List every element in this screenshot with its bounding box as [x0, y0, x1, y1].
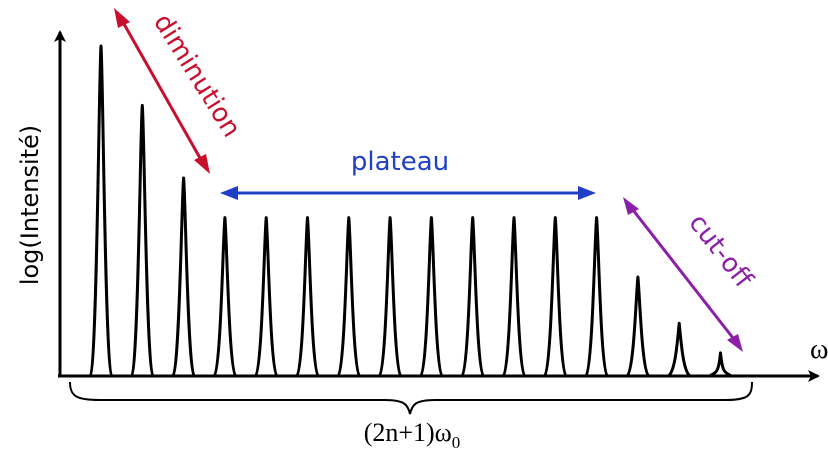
diminution-arrow	[114, 8, 210, 174]
cutoff-arrow	[623, 197, 743, 352]
y-axis-label: log(Intensité)	[16, 125, 44, 285]
bracket-label-main: (2n+1)ω	[364, 418, 452, 447]
harmonic-peaks	[62, 44, 760, 378]
bracket-brace	[69, 381, 753, 415]
bracket-label-subscript: 0	[452, 433, 461, 451]
bracket-label: (2n+1)ω0	[364, 418, 461, 451]
x-axis-symbol: ω	[810, 334, 828, 365]
plateau-label: plateau	[351, 147, 449, 177]
diminution-label: diminution	[147, 9, 246, 143]
cutoff-label: cut-off	[682, 208, 758, 294]
plateau-arrow	[220, 186, 596, 200]
